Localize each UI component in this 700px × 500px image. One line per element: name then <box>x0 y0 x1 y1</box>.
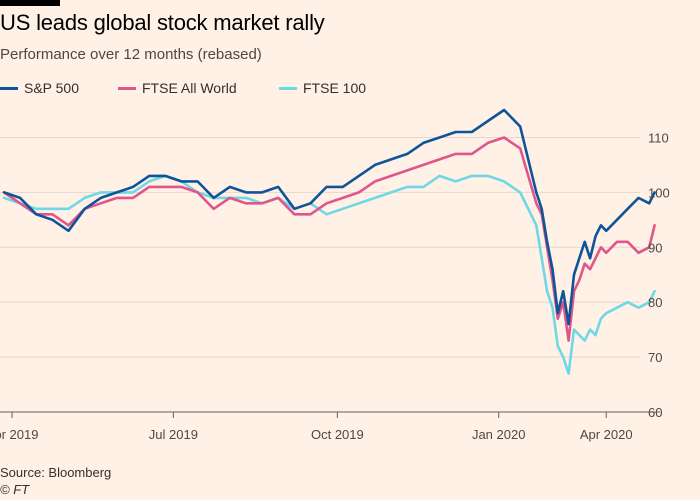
chart-title: US leads global stock market rally <box>0 10 325 35</box>
legend-swatch-sp500 <box>0 86 18 90</box>
credit-note: © FT <box>0 482 30 497</box>
y-tick-label-100: 100 <box>648 185 670 200</box>
x-tick-label-0: Apr 2019 <box>0 427 38 442</box>
legend-item-ftse-100: FTSE 100 <box>279 80 366 96</box>
x-tick-label-1: Jul 2019 <box>149 427 198 442</box>
series-line-ftse-all-world <box>2 136 656 342</box>
x-tick-label-3: Jan 2020 <box>472 427 526 442</box>
brand-bar <box>0 0 60 6</box>
y-tick-label-80: 80 <box>648 295 662 310</box>
legend-item-sp500: S&P 500 <box>0 80 79 96</box>
legend-label-ftse-all-world: FTSE All World <box>142 80 237 96</box>
legend-swatch-ftse-100 <box>279 86 297 90</box>
x-tick-label-4: Apr 2020 <box>580 427 633 442</box>
source-note: Source: Bloomberg <box>0 465 112 480</box>
series-line-ftse-100 <box>2 174 656 375</box>
legend-swatch-ftse-all-world <box>118 86 136 90</box>
series-layer <box>2 108 656 375</box>
chart-subtitle: Performance over 12 months (rebased) <box>0 46 262 63</box>
legend-label-ftse-100: FTSE 100 <box>303 80 367 96</box>
series-line-sp500 <box>2 108 656 326</box>
y-tick-label-110: 110 <box>648 130 669 145</box>
y-tick-label-90: 90 <box>648 240 662 255</box>
y-tick-label-70: 70 <box>648 350 662 365</box>
legend-label-sp500: S&P 500 <box>24 80 80 96</box>
legend-item-ftse-all-world: FTSE All World <box>118 80 237 96</box>
x-tick-label-2: Oct 2019 <box>311 427 364 442</box>
